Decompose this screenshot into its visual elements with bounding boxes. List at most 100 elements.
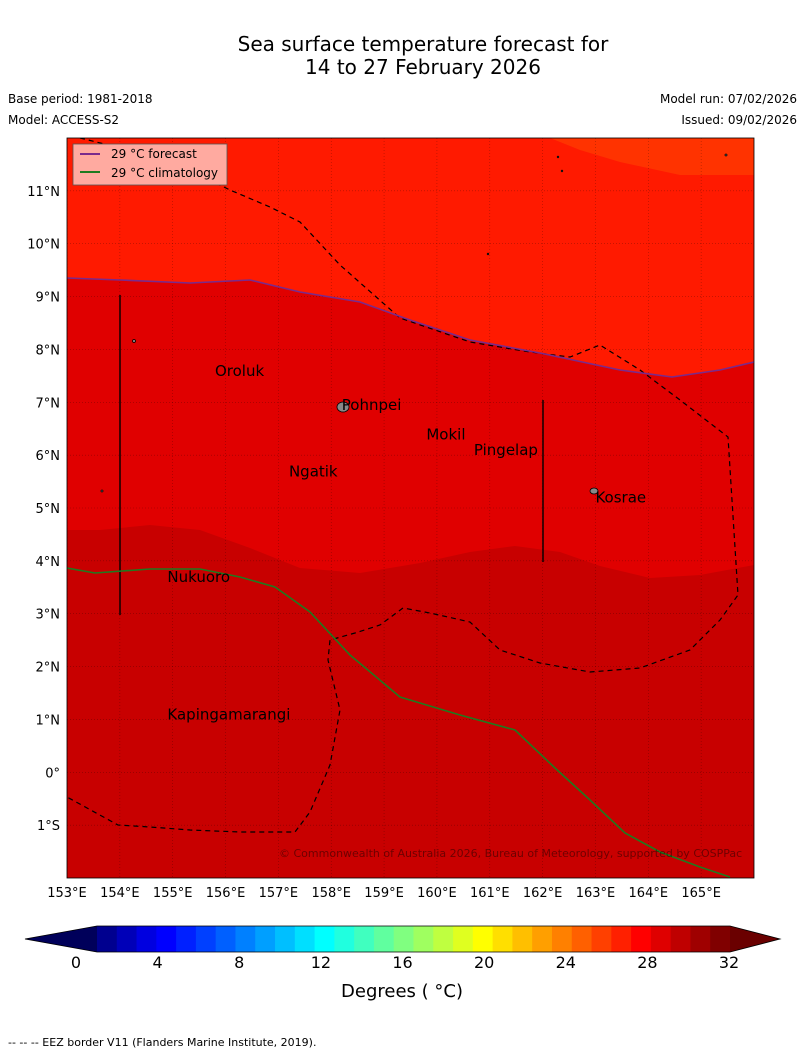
- colorbar-segment: [670, 926, 691, 952]
- colorbar-segment: [690, 926, 711, 952]
- longitude-label: 162°E: [523, 886, 563, 901]
- latitude-label: 1°S: [37, 819, 60, 834]
- title-line-2: 14 to 27 February 2026: [305, 55, 541, 79]
- latitude-label: 2°N: [36, 661, 61, 676]
- place-label: Kapingamarangi: [167, 705, 290, 723]
- longitude-label: 159°E: [364, 886, 404, 901]
- plot-frame: [66, 137, 755, 879]
- small-island: [556, 155, 560, 159]
- latitude-label: 0°: [45, 766, 60, 781]
- legend: 29 °C forecast 29 °C climatology: [72, 143, 228, 186]
- legend-climatology-label: 29 °C climatology: [111, 166, 218, 180]
- model-run: Model run: 07/02/2026: [659, 92, 797, 106]
- base-period: Base period: 1981-2018: [8, 92, 153, 106]
- colorbar-segment: [571, 926, 593, 952]
- colorbar-frame: [24, 925, 782, 953]
- latitude-labels: 11°N 10°N 9°N 8°N 7°N 6°N 5°N 4°N 3°N 2°N 1°N 0° 1°S: [27, 185, 60, 834]
- colorbar-segment: [512, 926, 533, 952]
- colorbar-segment: [176, 926, 197, 952]
- colorbar-segment: [532, 926, 553, 952]
- latitude-label: 7°N: [36, 396, 61, 411]
- small-island: [132, 339, 136, 343]
- colorbar-segment: [393, 926, 414, 952]
- longitude-label: 163°E: [576, 886, 616, 901]
- place-label: Mokil: [426, 425, 465, 443]
- latitude-label: 4°N: [36, 555, 61, 570]
- colorbar-segment: [354, 926, 375, 952]
- colorbar-segment: [472, 926, 494, 952]
- colorbar-segment: [314, 926, 335, 952]
- longitude-label: 154°E: [100, 886, 140, 901]
- place-label: Pohnpei: [342, 396, 402, 414]
- colorbar-segment: [136, 926, 157, 952]
- colorbar-tick-label: 24: [555, 953, 576, 972]
- colorbar-tick-label: 4: [152, 953, 163, 972]
- colorbar-min-arrow: [25, 926, 97, 952]
- title-line-1: Sea surface temperature forecast for: [237, 32, 609, 56]
- latitude-label: 1°N: [36, 713, 61, 728]
- latitude-label: 6°N: [36, 449, 61, 464]
- colorbar-segment: [255, 926, 276, 952]
- copyright-text: © Commonwealth of Australia 2026, Bureau…: [279, 847, 742, 860]
- climatology-29c-contour: [67, 567, 731, 878]
- colorbar: [24, 925, 782, 953]
- colorbar-tick-label: 8: [234, 953, 245, 972]
- longitude-label: 160°E: [417, 886, 457, 901]
- longitude-label: 161°E: [470, 886, 510, 901]
- islands: [100, 153, 728, 495]
- longitude-label: 158°E: [311, 886, 351, 901]
- colorbar-segment: [433, 926, 454, 952]
- place-label: Kosrae: [595, 489, 646, 507]
- place-label: Nukuoro: [167, 568, 230, 586]
- colorbar-segment: [235, 926, 256, 952]
- colorbar-segment: [334, 926, 355, 952]
- colorbar-segment: [650, 926, 672, 952]
- colorbar-segment: [373, 926, 395, 952]
- kosrae-island: [589, 487, 599, 495]
- small-island: [486, 252, 490, 256]
- colorbar-segment: [275, 926, 296, 952]
- colorbar-segment: [116, 926, 138, 952]
- colorbar-tick-label: 28: [637, 953, 658, 972]
- longitude-labels: 153°E 154°E 155°E 156°E 157°E 158°E 159°E 160°E…: [47, 886, 721, 901]
- forecast-29c-contour: [67, 277, 754, 378]
- place-label: Oroluk: [215, 362, 264, 380]
- colorbar-segment: [611, 926, 632, 952]
- colorbar-segment: [591, 926, 612, 952]
- colorbar-segment: [215, 926, 236, 952]
- longitude-label: 165°E: [681, 886, 721, 901]
- latitude-label: 3°N: [36, 608, 61, 623]
- place-label: Ngatik: [289, 462, 338, 480]
- model-name: Model: ACCESS-S2: [8, 113, 120, 127]
- colorbar-segment: [631, 926, 652, 952]
- eez-border: [67, 138, 739, 833]
- latitude-label: 10°N: [27, 238, 60, 253]
- colorbar-segment: [195, 926, 217, 952]
- colorbar-segment: [492, 926, 513, 952]
- sst-fill-mid: [67, 278, 754, 578]
- longitude-label: 157°E: [259, 886, 299, 901]
- sst-fill-hottest: [550, 138, 754, 175]
- latitude-label: 8°N: [36, 343, 61, 358]
- latitude-label: 11°N: [27, 185, 60, 200]
- colorbar-max-arrow: [730, 926, 780, 952]
- small-island: [560, 169, 564, 173]
- small-island: [100, 489, 104, 493]
- longitude-label: 153°E: [47, 886, 87, 901]
- latitude-label: 9°N: [36, 291, 61, 306]
- sst-map: Oroluk Pohnpei Mokil Pingelap Ngatik Kosrae Nu…: [24, 137, 782, 953]
- legend-forecast-label: 29 °C forecast: [111, 147, 197, 161]
- colorbar-segment: [294, 926, 316, 952]
- colorbar-tick-label: 12: [310, 953, 332, 972]
- issued-date: Issued: 09/02/2026: [681, 113, 797, 127]
- colorbar-segment: [413, 926, 434, 952]
- colorbar-segment: [710, 926, 731, 952]
- colorbar-title: Degrees ( °C): [341, 981, 463, 1002]
- longitude-label: 164°E: [629, 886, 669, 901]
- eez-footnote: -- -- -- EEZ border V11 (Flanders Marine…: [8, 1036, 317, 1049]
- colorbar-segment: [97, 926, 118, 952]
- colorbar-segment: [156, 926, 177, 952]
- colorbar-segment: [453, 926, 474, 952]
- sst-fill-warm: [67, 138, 754, 377]
- colorbar-tick-label: 16: [392, 953, 413, 972]
